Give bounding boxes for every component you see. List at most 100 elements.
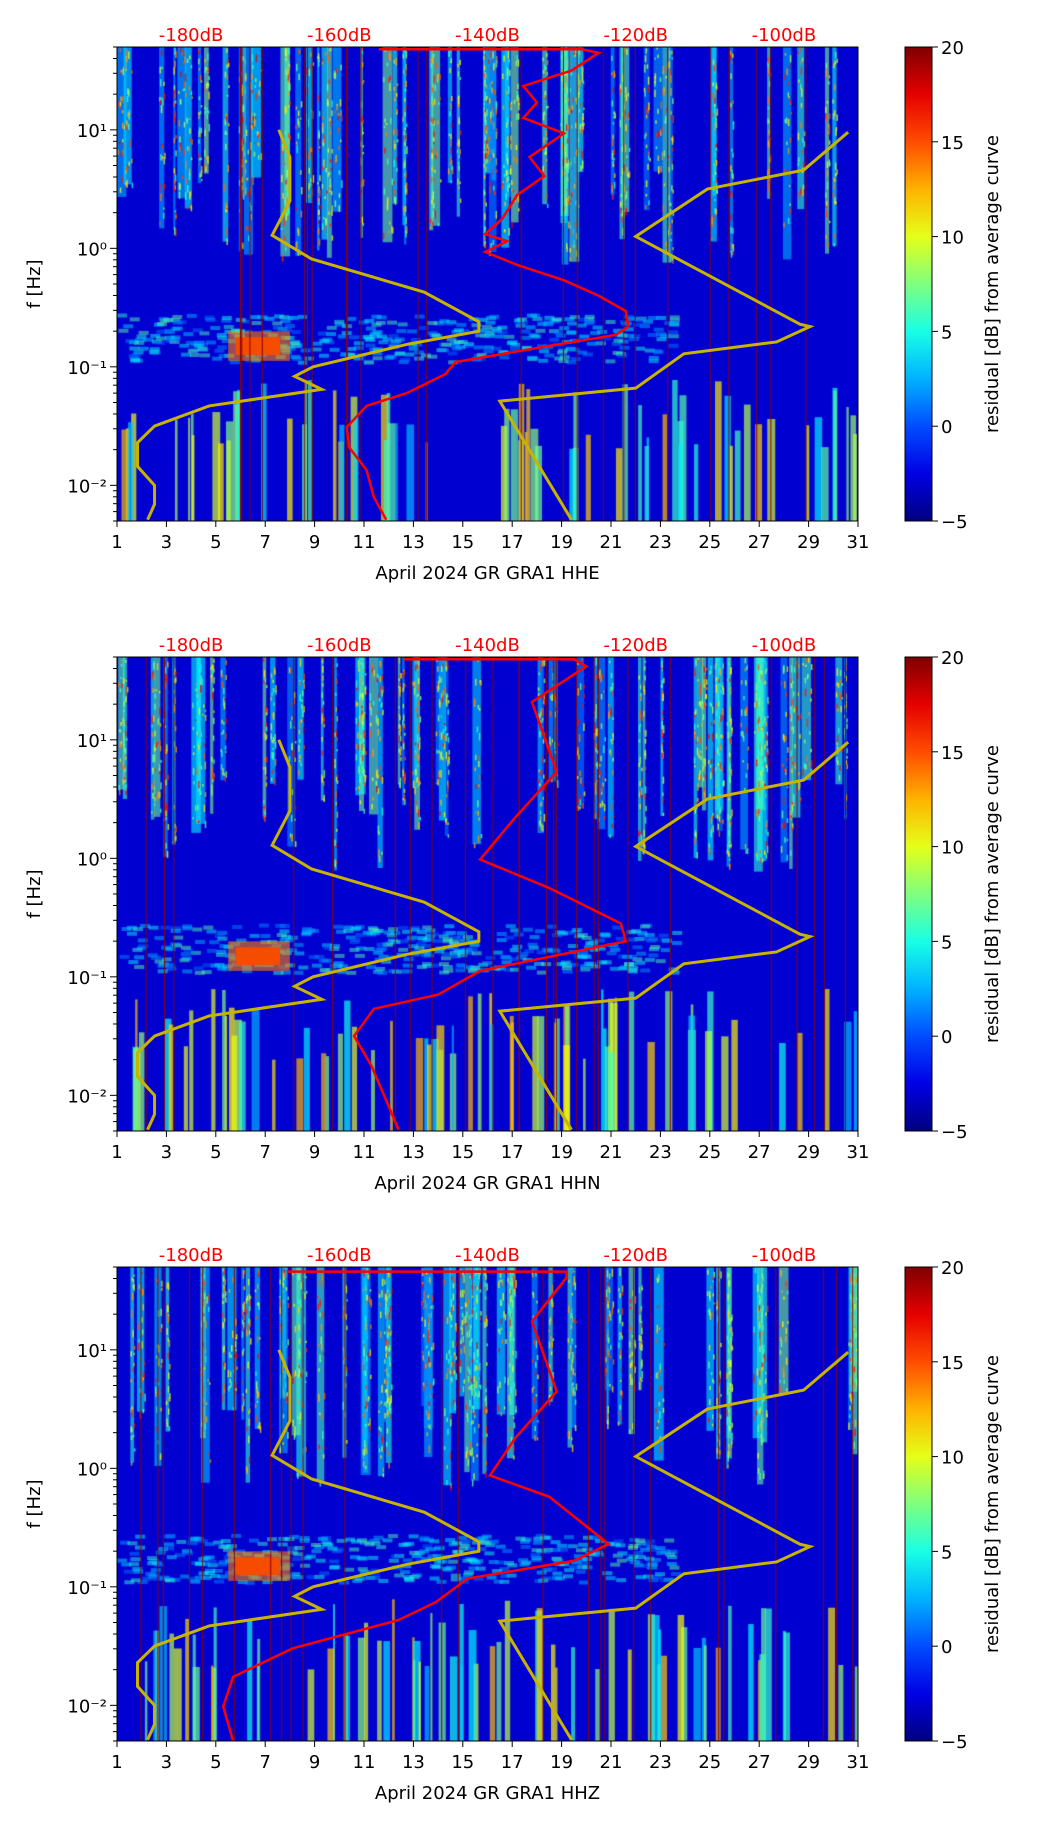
x-axis-label: April 2024 GR GRA1 HHN	[374, 1173, 600, 1194]
top-db-label: -100dB	[752, 25, 817, 46]
y-tick-label: 10¹	[77, 1341, 107, 1362]
x-tick-label: 17	[501, 1752, 524, 1773]
x-tick-label: 7	[259, 1142, 270, 1163]
y-tick-label: 10⁰	[77, 239, 107, 260]
x-tick-label: 29	[797, 1752, 820, 1773]
colorbar	[904, 46, 933, 522]
high-noise-model-line	[497, 131, 850, 521]
x-tick-label: 9	[309, 532, 320, 553]
x-tick-label: 7	[259, 532, 270, 553]
colorbar-tick-label: −5	[941, 1732, 968, 1753]
colorbar-tick-label: 0	[941, 417, 952, 438]
low-noise-model-line	[136, 1349, 481, 1741]
top-db-label: -100dB	[752, 635, 817, 656]
spectrogram-image	[117, 47, 858, 521]
x-tick-label: 13	[402, 532, 425, 553]
x-tick-label: 13	[402, 1752, 425, 1773]
top-db-label: -120dB	[603, 1245, 668, 1266]
x-tick-label: 31	[847, 532, 870, 553]
low-noise-model-line	[136, 739, 481, 1131]
top-db-label: -160dB	[307, 1245, 372, 1266]
y-tick-label: 10⁻²	[67, 476, 107, 497]
plot-frame	[116, 1266, 859, 1742]
y-tick-label: 10⁻¹	[67, 1578, 107, 1599]
x-tick-label: 5	[210, 1142, 221, 1163]
top-db-label: -120dB	[603, 25, 668, 46]
colorbar-tick-label: 5	[941, 322, 952, 343]
top-db-label: -100dB	[752, 1245, 817, 1266]
x-tick-label: 19	[550, 1142, 573, 1163]
top-db-label: -160dB	[307, 635, 372, 656]
colorbar	[904, 656, 933, 1132]
y-tick-label: 10⁻²	[67, 1696, 107, 1717]
x-tick-label: 3	[161, 1142, 172, 1163]
top-db-label: -140dB	[455, 635, 520, 656]
average-psd-line	[221, 1270, 611, 1742]
colorbar-tick-label: 15	[941, 133, 964, 154]
colorbar-tick-label: 5	[941, 1542, 952, 1563]
y-tick-label: 10⁰	[77, 849, 107, 870]
spectrogram-image	[117, 1267, 858, 1741]
x-axis-label: April 2024 GR GRA1 HHZ	[375, 1783, 600, 1804]
x-tick-label: 11	[353, 1142, 376, 1163]
y-tick-label: 10¹	[77, 731, 107, 752]
colorbar-tick-label: 10	[941, 228, 964, 249]
colorbar-tick-label: −5	[941, 1122, 968, 1143]
colorbar-tick-label: 20	[941, 648, 964, 669]
x-tick-label: 21	[600, 1142, 623, 1163]
y-axis-label: f [Hz]	[24, 1479, 45, 1528]
colorbar-tick-label: −5	[941, 512, 968, 533]
top-db-label: -180dB	[159, 635, 224, 656]
y-tick-label: 10⁰	[77, 1459, 107, 1480]
x-tick-label: 23	[649, 1752, 672, 1773]
x-tick-label: 19	[550, 532, 573, 553]
y-axis-label: f [Hz]	[24, 259, 45, 308]
x-tick-label: 23	[649, 1142, 672, 1163]
x-tick-label: 5	[210, 532, 221, 553]
x-tick-label: 15	[451, 532, 474, 553]
x-tick-label: 27	[748, 532, 771, 553]
low-noise-model-line	[136, 129, 481, 521]
x-tick-label: 31	[847, 1752, 870, 1773]
x-tick-label: 1	[111, 1752, 122, 1773]
y-tick-label: 10⁻¹	[67, 968, 107, 989]
x-tick-label: 31	[847, 1142, 870, 1163]
plot-frame	[116, 656, 859, 1132]
x-tick-label: 27	[748, 1752, 771, 1773]
colorbar-label: residual [dB] from average curve	[982, 135, 1003, 433]
colorbar-tick-label: 15	[941, 1353, 964, 1374]
high-noise-model-line	[497, 1351, 850, 1741]
x-tick-label: 9	[309, 1142, 320, 1163]
average-psd-line	[345, 47, 630, 521]
x-tick-label: 23	[649, 532, 672, 553]
x-tick-label: 11	[353, 1752, 376, 1773]
x-tick-label: 17	[501, 532, 524, 553]
colorbar-tick-label: 0	[941, 1637, 952, 1658]
x-tick-label: 21	[600, 532, 623, 553]
colorbar-tick-label: 0	[941, 1027, 952, 1048]
x-tick-label: 29	[797, 1142, 820, 1163]
x-tick-label: 21	[600, 1752, 623, 1773]
colorbar-tick-label: 10	[941, 838, 964, 859]
x-tick-label: 1	[111, 1142, 122, 1163]
x-tick-label: 25	[698, 532, 721, 553]
x-tick-label: 19	[550, 1752, 573, 1773]
colorbar-label: residual [dB] from average curve	[982, 1355, 1003, 1653]
colorbar-tick-label: 20	[941, 38, 964, 59]
x-tick-label: 9	[309, 1752, 320, 1773]
spectrogram-image	[117, 657, 858, 1131]
x-tick-label: 25	[698, 1142, 721, 1163]
x-tick-label: 13	[402, 1142, 425, 1163]
x-tick-label: 15	[451, 1142, 474, 1163]
top-db-label: -180dB	[159, 1245, 224, 1266]
top-db-label: -180dB	[159, 25, 224, 46]
x-tick-label: 7	[259, 1752, 270, 1773]
x-tick-label: 5	[210, 1752, 221, 1773]
x-tick-label: 29	[797, 532, 820, 553]
x-tick-label: 17	[501, 1142, 524, 1163]
